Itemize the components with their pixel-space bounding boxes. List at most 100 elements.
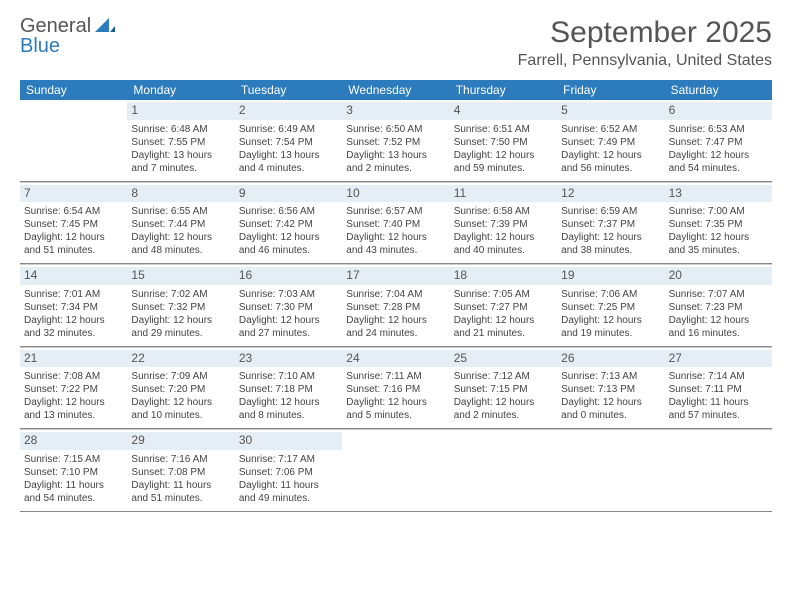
calendar-cell-empty — [20, 100, 127, 181]
logo-word1: General — [20, 16, 91, 36]
cell-day1: Daylight: 12 hours — [454, 314, 553, 327]
day-number: 11 — [450, 185, 557, 203]
calendar-cell: 7Sunrise: 6:54 AMSunset: 7:45 PMDaylight… — [20, 182, 127, 264]
day-number: 20 — [665, 267, 772, 285]
cell-day1: Daylight: 12 hours — [561, 231, 660, 244]
cell-day1: Daylight: 12 hours — [454, 149, 553, 162]
cell-sunrise: Sunrise: 7:13 AM — [561, 370, 660, 383]
cell-sunset: Sunset: 7:54 PM — [239, 136, 338, 149]
cell-day1: Daylight: 12 hours — [561, 314, 660, 327]
cell-sunrise: Sunrise: 6:57 AM — [346, 205, 445, 218]
calendar-cell: 18Sunrise: 7:05 AMSunset: 7:27 PMDayligh… — [450, 264, 557, 346]
cell-sunset: Sunset: 7:11 PM — [669, 383, 768, 396]
cell-day2: and 19 minutes. — [561, 327, 660, 340]
cell-sunrise: Sunrise: 7:17 AM — [239, 453, 338, 466]
day-number: 3 — [342, 102, 449, 120]
cell-day2: and 21 minutes. — [454, 327, 553, 340]
cell-day1: Daylight: 12 hours — [346, 314, 445, 327]
cell-sunrise: Sunrise: 7:05 AM — [454, 288, 553, 301]
cell-day2: and 8 minutes. — [239, 409, 338, 422]
day-number: 12 — [557, 185, 664, 203]
cell-day2: and 13 minutes. — [24, 409, 123, 422]
day-number: 14 — [20, 267, 127, 285]
day-number: 28 — [20, 432, 127, 450]
calendar-week: 1Sunrise: 6:48 AMSunset: 7:55 PMDaylight… — [20, 100, 772, 182]
weekday-label: Thursday — [450, 80, 557, 100]
calendar-cell: 2Sunrise: 6:49 AMSunset: 7:54 PMDaylight… — [235, 100, 342, 181]
cell-day2: and 38 minutes. — [561, 244, 660, 257]
cell-sunset: Sunset: 7:10 PM — [24, 466, 123, 479]
cell-sunset: Sunset: 7:15 PM — [454, 383, 553, 396]
cell-day1: Daylight: 12 hours — [561, 149, 660, 162]
calendar-cell: 14Sunrise: 7:01 AMSunset: 7:34 PMDayligh… — [20, 264, 127, 346]
calendar-week: 28Sunrise: 7:15 AMSunset: 7:10 PMDayligh… — [20, 429, 772, 512]
day-number: 15 — [127, 267, 234, 285]
day-number: 22 — [127, 350, 234, 368]
cell-sunrise: Sunrise: 6:52 AM — [561, 123, 660, 136]
cell-day1: Daylight: 12 hours — [131, 314, 230, 327]
cell-day2: and 54 minutes. — [669, 162, 768, 175]
day-number: 9 — [235, 185, 342, 203]
cell-day1: Daylight: 13 hours — [131, 149, 230, 162]
calendar-cell: 26Sunrise: 7:13 AMSunset: 7:13 PMDayligh… — [557, 347, 664, 429]
weekday-label: Tuesday — [235, 80, 342, 100]
cell-sunrise: Sunrise: 6:49 AM — [239, 123, 338, 136]
cell-day2: and 40 minutes. — [454, 244, 553, 257]
calendar-cell: 10Sunrise: 6:57 AMSunset: 7:40 PMDayligh… — [342, 182, 449, 264]
cell-day1: Daylight: 12 hours — [454, 231, 553, 244]
cell-day2: and 7 minutes. — [131, 162, 230, 175]
weekday-label: Sunday — [20, 80, 127, 100]
cell-day2: and 24 minutes. — [346, 327, 445, 340]
cell-sunset: Sunset: 7:47 PM — [669, 136, 768, 149]
cell-day2: and 49 minutes. — [239, 492, 338, 505]
cell-sunrise: Sunrise: 7:00 AM — [669, 205, 768, 218]
calendar-week: 14 Sunrise: 7:01 AMSunset: 7:34 PM Dayligh… — [20, 264, 772, 347]
cell-sunset: Sunset: 7:55 PM — [131, 136, 230, 149]
calendar-cell: 22Sunrise: 7:09 AMSunset: 7:20 PMDayligh… — [127, 347, 234, 429]
day-number: 6 — [665, 102, 772, 120]
cell-day1: Daylight: 11 hours — [24, 479, 123, 492]
cell-day1: Daylight: 12 hours — [346, 231, 445, 244]
cell-day2: and 2 minutes. — [454, 409, 553, 422]
cell-sunrise: Sunrise: 6:53 AM — [669, 123, 768, 136]
cell-sunrise: Sunrise: 7:14 AM — [669, 370, 768, 383]
cell-day1: Daylight: 12 hours — [239, 231, 338, 244]
calendar-cell-empty — [342, 429, 449, 511]
calendar-cell: 1Sunrise: 6:48 AMSunset: 7:55 PMDaylight… — [127, 100, 234, 181]
cell-sunset: Sunset: 7:06 PM — [239, 466, 338, 479]
cell-day2: and 2 minutes. — [346, 162, 445, 175]
day-number: 2 — [235, 102, 342, 120]
day-number: 7 — [20, 185, 127, 203]
cell-sunset: Sunset: 7:52 PM — [346, 136, 445, 149]
calendar-cell: 27Sunrise: 7:14 AMSunset: 7:11 PMDayligh… — [665, 347, 772, 429]
logo: General Blue — [20, 16, 115, 56]
cell-sunset: Sunset: 7:18 PM — [239, 383, 338, 396]
cell-day1: Daylight: 13 hours — [346, 149, 445, 162]
calendar-cell-empty — [557, 429, 664, 511]
cell-sunrise: Sunrise: 7:10 AM — [239, 370, 338, 383]
cell-sunrise: Sunrise: 6:54 AM — [24, 205, 123, 218]
cell-sunrise: Sunrise: 6:56 AM — [239, 205, 338, 218]
day-number: 5 — [557, 102, 664, 120]
cell-day2: and 51 minutes. — [131, 492, 230, 505]
cell-day1: Daylight: 12 hours — [669, 149, 768, 162]
calendar-cell: 28Sunrise: 7:15 AMSunset: 7:10 PMDayligh… — [20, 429, 127, 511]
calendar-cell: 15Sunrise: 7:02 AMSunset: 7:32 PMDayligh… — [127, 264, 234, 346]
calendar-week: 7 Sunrise: 6:54 AMSunset: 7:45 PM Daylight… — [20, 182, 772, 265]
calendar-cell: 11Sunrise: 6:58 AMSunset: 7:39 PMDayligh… — [450, 182, 557, 264]
cell-day1: Daylight: 12 hours — [346, 396, 445, 409]
cell-sunset: Sunset: 7:20 PM — [131, 383, 230, 396]
cell-day2: and 29 minutes. — [131, 327, 230, 340]
cell-sunrise: Sunrise: 7:11 AM — [346, 370, 445, 383]
calendar-cell: 16Sunrise: 7:03 AMSunset: 7:30 PMDayligh… — [235, 264, 342, 346]
cell-sunset: Sunset: 7:25 PM — [561, 301, 660, 314]
cell-sunrise: Sunrise: 7:01 AM — [24, 288, 123, 301]
header: General Blue September 2025 Farrell, Pen… — [20, 16, 772, 70]
cell-sunset: Sunset: 7:34 PM — [24, 301, 123, 314]
calendar-cell: 13Sunrise: 7:00 AMSunset: 7:35 PMDayligh… — [665, 182, 772, 264]
cell-day2: and 35 minutes. — [669, 244, 768, 257]
cell-sunset: Sunset: 7:45 PM — [24, 218, 123, 231]
calendar-cell: 30Sunrise: 7:17 AMSunset: 7:06 PMDayligh… — [235, 429, 342, 511]
cell-day2: and 43 minutes. — [346, 244, 445, 257]
day-number: 19 — [557, 267, 664, 285]
